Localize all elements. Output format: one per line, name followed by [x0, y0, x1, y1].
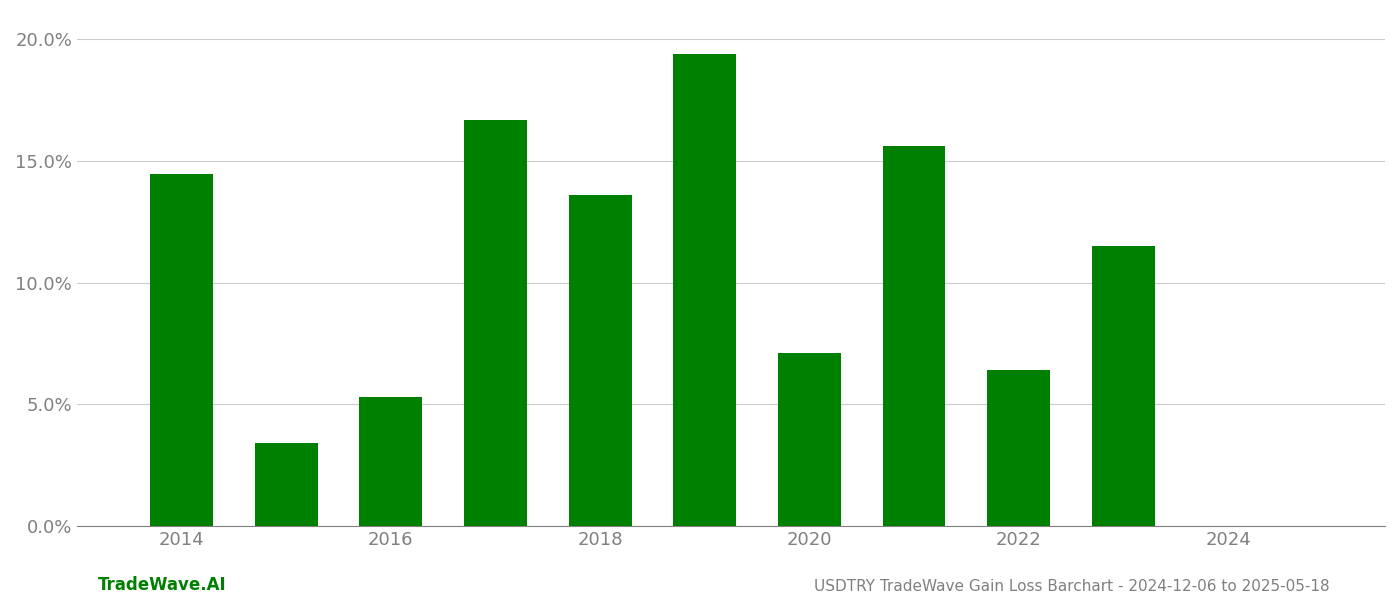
Bar [463, 119, 526, 526]
Bar [150, 175, 213, 526]
Bar [1092, 246, 1155, 526]
Bar [987, 370, 1050, 526]
Bar [673, 54, 736, 526]
Text: TradeWave.AI: TradeWave.AI [98, 576, 227, 594]
Bar [778, 353, 841, 526]
Bar [882, 146, 945, 526]
Bar [255, 443, 318, 526]
Text: USDTRY TradeWave Gain Loss Barchart - 2024-12-06 to 2025-05-18: USDTRY TradeWave Gain Loss Barchart - 20… [815, 579, 1330, 594]
Bar [360, 397, 423, 526]
Bar [568, 195, 631, 526]
